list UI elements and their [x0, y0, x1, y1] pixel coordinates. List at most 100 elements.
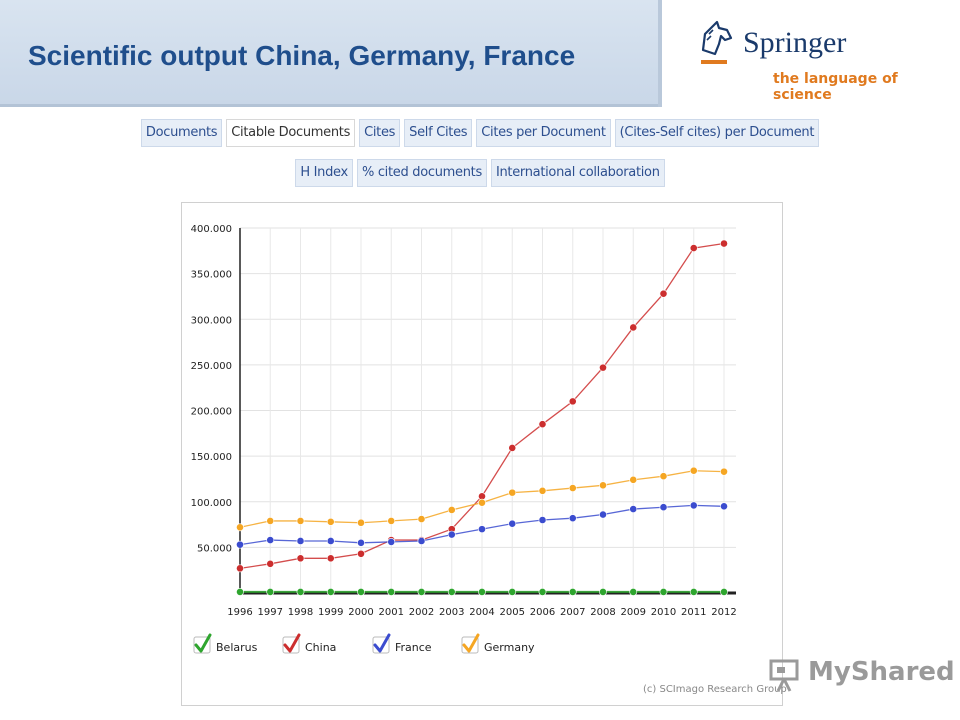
data-point-germany — [417, 515, 426, 523]
y-tick-label: 200.000 — [191, 407, 232, 418]
tab-cites-self-cites-per-document[interactable]: (Cites-Self cites) per Document — [614, 119, 820, 147]
data-point-belarus — [357, 588, 365, 596]
data-point-france — [599, 510, 607, 519]
y-tick-label: 100.000 — [191, 498, 232, 509]
y-tick-label: 400.000 — [191, 224, 232, 235]
data-point-france — [357, 538, 365, 547]
header-divider — [658, 0, 662, 107]
data-point-china — [236, 564, 244, 573]
y-tick-label: 350.000 — [191, 270, 232, 281]
checkmark-icon — [462, 633, 480, 653]
data-point-china — [508, 444, 517, 452]
data-point-germany — [659, 472, 668, 481]
data-point-belarus — [538, 588, 547, 596]
data-point-belarus — [689, 588, 698, 596]
data-point-china — [357, 549, 365, 558]
line-chart: 50.000 100.000 150.000 200.000 250.000 300.00… — [191, 224, 737, 654]
data-point-germany — [568, 484, 577, 492]
x-tick-label: 2006 — [530, 607, 555, 618]
data-point-china — [720, 239, 728, 248]
x-tick-label: 2011 — [681, 607, 706, 618]
x-tick-label: 2001 — [379, 607, 404, 618]
legend-item-china[interactable]: China — [282, 633, 336, 654]
x-tick-label: 2000 — [348, 607, 373, 618]
data-point-germany — [599, 481, 607, 490]
tabs-row-1: Documents Citable Documents Cites Self Cite… — [0, 119, 960, 147]
slide-title: Scientific output China, Germany, France — [28, 40, 576, 71]
data-point-belarus — [508, 588, 517, 596]
tab-cites-per-document[interactable]: Cites per Document — [476, 119, 611, 147]
data-point-belarus — [236, 588, 244, 596]
data-point-china — [266, 559, 275, 568]
presentation-icon — [769, 659, 799, 692]
y-tick-label: 250.000 — [191, 361, 232, 372]
data-point-france — [720, 502, 728, 511]
data-point-china — [689, 244, 698, 252]
x-tick-label: 2012 — [711, 607, 736, 618]
data-point-belarus — [478, 588, 486, 596]
data-point-china — [629, 323, 638, 332]
horse-logo-icon — [701, 20, 733, 64]
data-point-germany — [326, 517, 335, 526]
legend-item-germany[interactable]: Germany — [461, 633, 535, 654]
x-tick-label: 2003 — [439, 607, 464, 618]
data-point-france — [508, 519, 517, 528]
data-point-france — [417, 537, 426, 545]
legend-item-belarus[interactable]: Belarus — [193, 633, 258, 654]
y-tick-label: 150.000 — [191, 452, 232, 463]
series-france — [236, 501, 728, 549]
slide-header: Scientific output China, Germany, France… — [0, 0, 960, 110]
series-germany — [236, 466, 728, 532]
tab-international-collaboration[interactable]: International collaboration — [490, 159, 665, 187]
x-tick-label: 1999 — [318, 607, 343, 618]
data-point-germany — [629, 475, 638, 484]
data-point-china — [296, 554, 305, 563]
data-point-germany — [720, 467, 728, 476]
tab-cited-documents[interactable]: % cited documents — [356, 159, 487, 187]
x-tick-label: 2007 — [560, 607, 585, 618]
tab-self-cites[interactable]: Self Cites — [404, 119, 473, 147]
legend-item-france[interactable]: France — [372, 633, 432, 654]
watermark: MyShared — [768, 655, 955, 695]
data-point-belarus — [599, 588, 607, 596]
data-point-germany — [296, 517, 305, 525]
tab-h-index[interactable]: H Index — [295, 159, 353, 187]
y-tick-label: 50.000 — [197, 543, 232, 554]
series-belarus — [236, 588, 728, 596]
data-point-germany — [447, 506, 456, 514]
checkmark-icon — [194, 633, 212, 653]
watermark-text: MyShared — [808, 657, 955, 687]
tab-cites[interactable]: Cites — [359, 119, 401, 147]
tabs-row-2: H Index% cited documents International co… — [0, 159, 960, 187]
data-point-germany — [387, 517, 396, 525]
checkmark-icon — [373, 633, 391, 653]
copyright-credit: (c) SCImago Research Group — [643, 684, 787, 695]
tab-documents[interactable]: Documents — [140, 119, 223, 147]
data-point-germany — [236, 523, 244, 532]
x-tick-label: 1996 — [227, 607, 252, 618]
data-point-france — [689, 501, 698, 510]
x-tick-label: 2009 — [621, 607, 646, 618]
data-point-belarus — [659, 588, 668, 596]
legend-label: Belarus — [216, 641, 258, 654]
data-point-france — [659, 503, 668, 512]
tab-citable-documents[interactable]: Citable Documents — [226, 119, 356, 147]
data-point-belarus — [417, 588, 426, 596]
x-tick-label: 2005 — [500, 607, 525, 618]
x-tick-label: 2010 — [651, 607, 676, 618]
checkmark-icon — [283, 633, 301, 653]
data-point-france — [296, 537, 305, 545]
data-point-germany — [689, 466, 698, 475]
data-point-france — [236, 540, 244, 549]
data-point-france — [478, 525, 486, 534]
legend-label: China — [305, 641, 336, 654]
data-point-belarus — [266, 588, 275, 596]
data-point-china — [538, 420, 547, 429]
legend-label: France — [395, 641, 432, 654]
data-point-belarus — [568, 588, 577, 596]
data-point-belarus — [447, 588, 456, 596]
data-point-belarus — [720, 588, 728, 596]
data-point-france — [266, 536, 275, 544]
data-point-china — [599, 363, 607, 372]
x-tick-label: 1998 — [288, 607, 313, 618]
